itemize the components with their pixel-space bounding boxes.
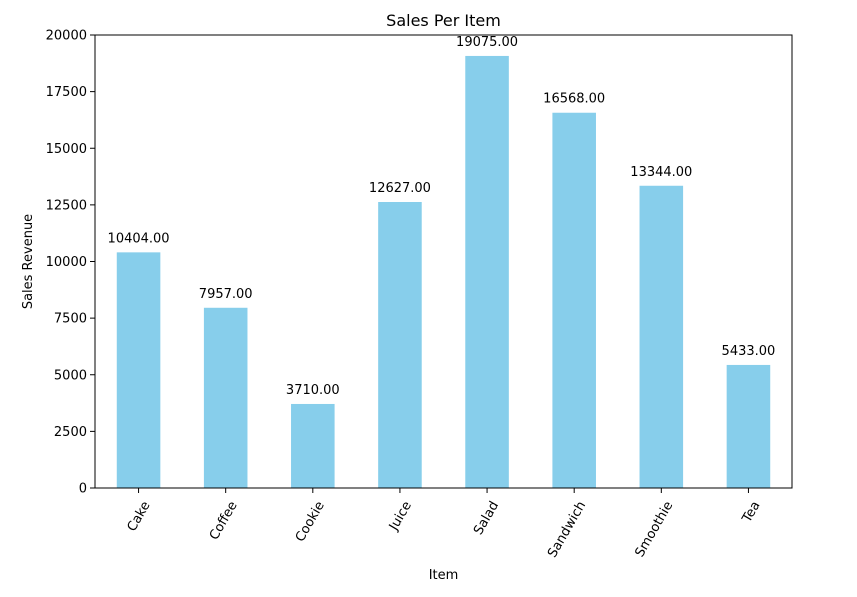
bar-cookie	[291, 403, 335, 488]
x-tick-label-salad: Salad	[471, 499, 502, 538]
y-tick-label: 0	[79, 482, 87, 497]
data-label-juice: 12627.00	[369, 181, 431, 196]
x-tick-label-juice: Juice	[386, 499, 415, 534]
x-tick-label-sandwich: Sandwich	[545, 499, 589, 560]
y-axis-title: Sales Revenue	[21, 214, 36, 309]
y-tick-label: 2500	[54, 425, 87, 440]
y-tick-label: 12500	[46, 198, 87, 213]
data-label-salad: 19075.00	[456, 35, 518, 50]
data-labels: 10404.00 7957.00 3710.00 12627.00 19075.00 16…	[108, 35, 776, 398]
x-tick-label-coffee: Coffee	[207, 499, 241, 543]
y-tick-label: 7500	[54, 312, 87, 327]
x-axis: Cake Coffee Cookie Juice Salad Sandwich Smooth…	[125, 488, 764, 560]
x-tick-label-cake: Cake	[125, 499, 154, 534]
bar-salad	[465, 55, 509, 489]
x-tick-label-tea: Tea	[739, 499, 763, 526]
x-tick-label-cookie: Cookie	[293, 499, 328, 545]
y-tick-label: 17500	[46, 85, 87, 100]
bar-sandwich	[552, 112, 596, 488]
bar-tea	[726, 364, 771, 488]
x-tick-label-smoothie: Smoothie	[633, 499, 677, 560]
bars	[116, 55, 771, 489]
bar-cake	[116, 252, 161, 488]
y-tick-label: 15000	[46, 142, 87, 157]
data-label-coffee: 7957.00	[199, 287, 253, 302]
data-label-cake: 10404.00	[108, 231, 170, 246]
plot-frame	[94, 34, 793, 489]
x-axis-title: Item	[429, 568, 459, 583]
y-axis: 0 2500 5000 7500 10000 12500 15000 17500 20000	[46, 29, 95, 497]
bar-smoothie	[639, 185, 684, 488]
data-label-cookie: 3710.00	[286, 383, 340, 398]
bar-coffee	[203, 307, 248, 488]
y-tick-label: 5000	[54, 368, 87, 383]
data-label-smoothie: 13344.00	[630, 165, 692, 180]
y-tick-label: 10000	[46, 255, 87, 270]
y-tick-label: 20000	[46, 29, 87, 44]
chart-title: Sales Per Item	[386, 11, 501, 30]
bar-juice	[378, 201, 422, 488]
data-label-sandwich: 16568.00	[543, 92, 605, 107]
data-label-tea: 5433.00	[722, 344, 776, 359]
